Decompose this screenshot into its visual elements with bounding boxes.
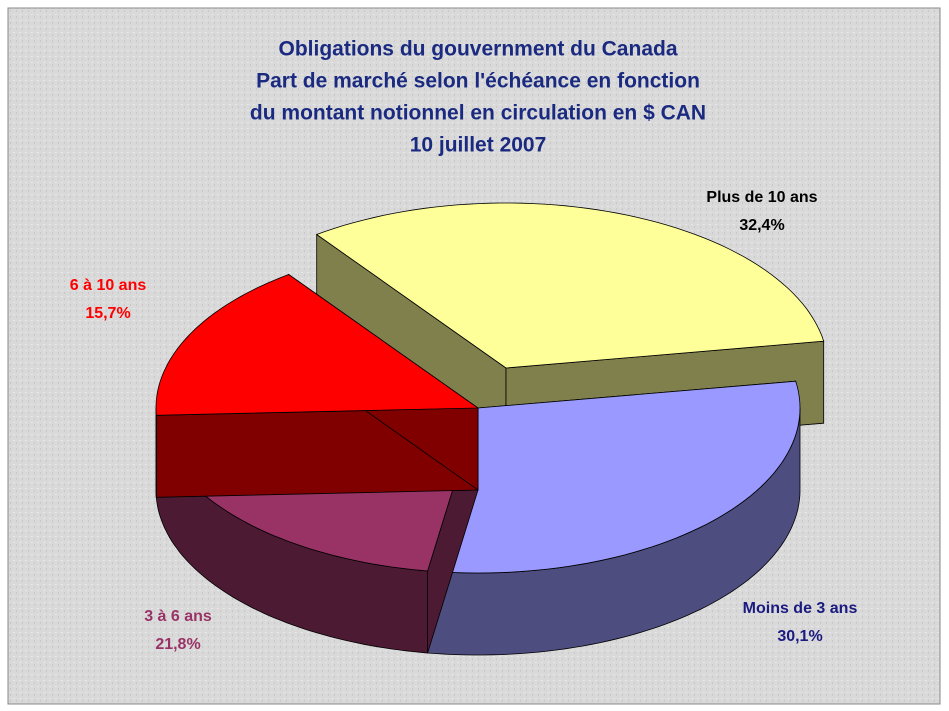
value-label: 30,1%: [777, 628, 822, 645]
chart-title: du montant notionnel en circulation en $…: [250, 102, 706, 125]
slice: [155, 274, 480, 416]
slice: [315, 202, 825, 369]
slice-label: Plus de 10 ans: [706, 189, 817, 206]
value-label: 15,7%: [85, 305, 130, 322]
value-label: 21,8%: [155, 636, 200, 653]
slice-label: 6 à 10 ans: [70, 277, 147, 294]
chart-title: Part de marché selon l'échéance en fonct…: [256, 70, 700, 93]
slice-label: Moins de 3 ans: [743, 600, 858, 617]
chart-title: Obligations du gouvernment du Canada: [278, 38, 677, 61]
slice-label: 3 à 6 ans: [144, 608, 212, 625]
value-label: 32,4%: [739, 217, 784, 234]
slice: [427, 380, 801, 574]
chart-title: 10 juillet 2007: [410, 134, 547, 157]
